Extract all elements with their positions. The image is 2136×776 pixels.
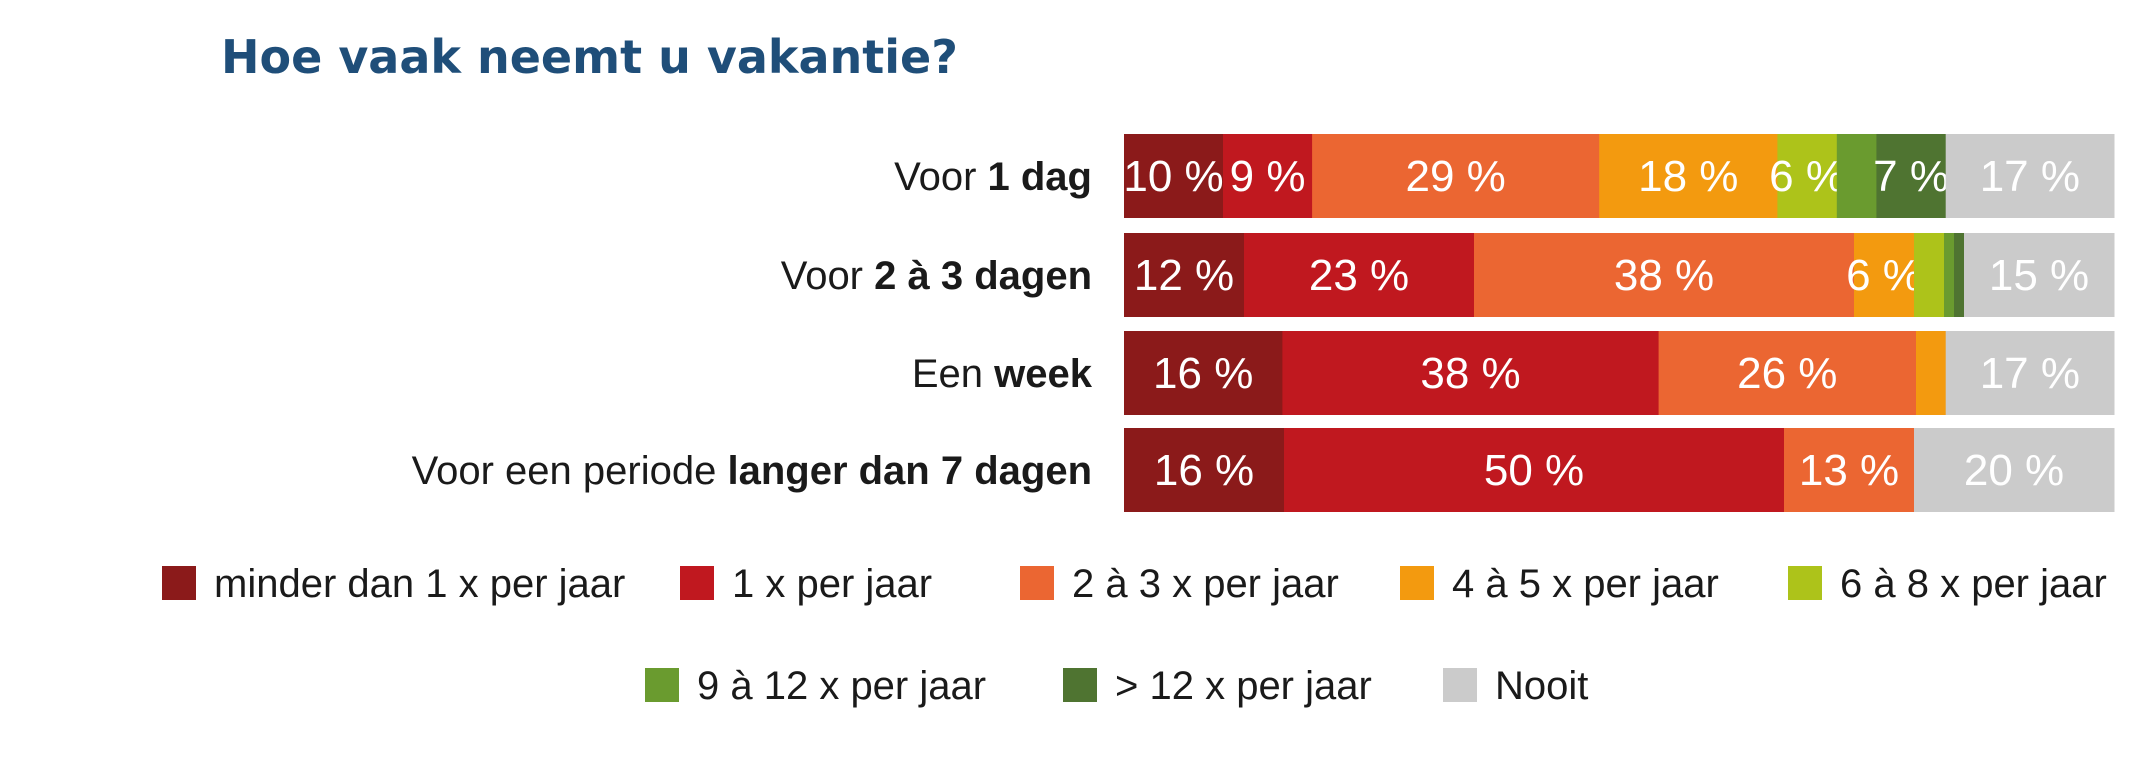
bar-segment-row3-series2 — [1282, 331, 1660, 415]
legend-label: Nooit — [1495, 664, 1588, 708]
bar-segment-row1-series1 — [1124, 134, 1224, 218]
category-label-bold: week — [993, 352, 1093, 396]
bar-segment-row1-series4 — [1599, 134, 1778, 218]
category-label-prefix: Een — [912, 352, 994, 396]
bar-data-label: 50 % — [1484, 446, 1584, 495]
legend-item: 2 à 3 x per jaar — [1020, 562, 1339, 606]
bar-data-label: 18 % — [1638, 152, 1738, 201]
bar-segment-row3-series4 — [1916, 331, 1947, 415]
bar-segment-row1-series5 — [1777, 134, 1838, 218]
bar-data-label: 12 % — [1134, 251, 1234, 300]
legend-label: > 12 x per jaar — [1115, 664, 1372, 708]
bar-segment-row2-series1 — [1124, 233, 1245, 317]
bar-data-label: 38 % — [1614, 251, 1714, 300]
legend: minder dan 1 x per jaar 1 x per jaar 2 à 3… — [162, 562, 2107, 708]
legend-item: minder dan 1 x per jaar — [162, 562, 625, 606]
bar-data-label: 9 % — [1230, 152, 1306, 201]
legend-item: 1 x per jaar — [680, 562, 932, 606]
legend-label: 1 x per jaar — [732, 562, 932, 606]
legend-swatch — [680, 566, 714, 600]
category-label: Voor 1 dag — [894, 155, 1092, 199]
bar-segment-row2-series2 — [1244, 233, 1475, 317]
legend-label: 2 à 3 x per jaar — [1072, 562, 1339, 606]
legend-label: 9 à 12 x per jaar — [697, 664, 986, 708]
bar-segment-row4-series8 — [1914, 428, 2115, 512]
bar-segment-row1-series7 — [1876, 134, 1947, 218]
bar-segment-row2-series4 — [1854, 233, 1915, 317]
bar-data-label: 23 % — [1309, 251, 1409, 300]
legend-swatch — [645, 668, 679, 702]
category-label: Voor 2 à 3 dagen — [781, 254, 1092, 298]
bar-segment-row1-series2 — [1223, 134, 1313, 218]
bar-data-label: 26 % — [1737, 349, 1837, 398]
legend-swatch — [1443, 668, 1477, 702]
chart-title: Hoe vaak neemt u vakantie? — [221, 30, 958, 84]
legend-swatch — [162, 566, 196, 600]
bar-segment-row4-series2 — [1284, 428, 1785, 512]
legend-item: 6 à 8 x per jaar — [1788, 562, 2107, 606]
bar-data-label: 38 % — [1420, 349, 1520, 398]
bar-data-label: 20 % — [1964, 446, 2064, 495]
bar-data-label: 17 % — [1980, 349, 2080, 398]
legend-swatch — [1400, 566, 1434, 600]
category-label-bold: 1 dag — [988, 155, 1092, 199]
legend-swatch — [1020, 566, 1054, 600]
bar-segment-row2-series7 — [1954, 233, 1965, 317]
bar-data-label: 15 % — [1989, 251, 2089, 300]
bar-segment-row2-series6 — [1944, 233, 1955, 317]
legend-item: > 12 x per jaar — [1063, 664, 1372, 708]
legend-label: minder dan 1 x per jaar — [214, 562, 625, 606]
bar-segment-row4-series3 — [1784, 428, 1915, 512]
bars-layer: 10 % 9 % 29 % 18 % 6 % 7 % 17 %12 % 23 % 38 % 6 %… — [1123, 134, 2115, 512]
bar-data-label: 7 % — [1873, 152, 1949, 201]
category-label-bold: langer dan 7 dagen — [727, 449, 1092, 493]
bar-segment-row3-series1 — [1124, 331, 1283, 415]
category-label-prefix: Voor — [894, 155, 987, 199]
legend-swatch — [1063, 668, 1097, 702]
legend-item: Nooit — [1443, 664, 1588, 708]
bar-data-label: 13 % — [1799, 446, 1899, 495]
bar-data-label: 16 % — [1153, 349, 1253, 398]
bar-segment-row2-series8 — [1964, 233, 2115, 317]
bar-segment-row1-series8 — [1945, 134, 2115, 218]
category-label-bold: 2 à 3 dagen — [874, 254, 1092, 298]
legend-item: 4 à 5 x per jaar — [1400, 562, 1719, 606]
bar-segment-row1-series6 — [1836, 134, 1877, 218]
bar-data-label: 6 % — [1846, 251, 1922, 300]
bar-segment-row3-series3 — [1658, 331, 1917, 415]
legend-swatch — [1788, 566, 1822, 600]
bar-data-label: 10 % — [1123, 152, 1223, 201]
bar-segment-row3-series8 — [1945, 331, 2115, 415]
legend-label: 6 à 8 x per jaar — [1840, 562, 2107, 606]
category-label-prefix: Voor een periode — [412, 449, 728, 493]
bar-data-label: 16 % — [1154, 446, 1254, 495]
bar-segment-row4-series1 — [1124, 428, 1285, 512]
category-label: Voor een periode langer dan 7 dagen — [412, 449, 1092, 493]
legend-item: 9 à 12 x per jaar — [645, 664, 986, 708]
bar-data-label: 6 % — [1769, 152, 1845, 201]
bar-data-label: 17 % — [1980, 152, 2080, 201]
bar-data-label: 29 % — [1406, 152, 1506, 201]
bar-segment-row2-series3 — [1474, 233, 1855, 317]
category-label-prefix: Voor — [781, 254, 874, 298]
bar-segment-row2-series5 — [1914, 233, 1945, 317]
bar-segment-row1-series3 — [1312, 134, 1600, 218]
legend-label: 4 à 5 x per jaar — [1452, 562, 1719, 606]
category-label: Een week — [912, 352, 1093, 396]
